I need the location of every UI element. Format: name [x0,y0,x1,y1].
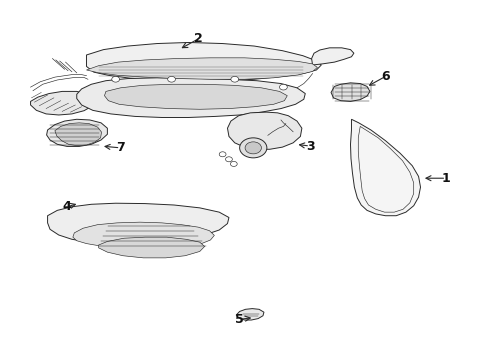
Polygon shape [77,78,305,117]
Polygon shape [350,119,420,216]
Circle shape [230,161,237,166]
Polygon shape [86,58,317,79]
Circle shape [279,84,287,90]
Circle shape [244,142,261,154]
Polygon shape [46,119,107,147]
Circle shape [167,76,175,82]
Circle shape [239,138,266,158]
Polygon shape [86,42,321,81]
Polygon shape [99,237,204,258]
Polygon shape [73,222,214,249]
Polygon shape [104,84,287,109]
Circle shape [230,76,238,82]
Text: 7: 7 [116,141,124,154]
Text: 6: 6 [381,70,389,83]
Text: 3: 3 [305,140,314,153]
Circle shape [112,76,119,82]
Circle shape [219,152,225,157]
Polygon shape [30,91,95,115]
Text: 5: 5 [235,313,244,326]
Polygon shape [227,112,301,149]
Text: 1: 1 [441,172,450,185]
Polygon shape [236,309,264,320]
Circle shape [225,157,232,162]
Text: 2: 2 [194,32,202,45]
Polygon shape [311,48,353,65]
Text: 4: 4 [62,200,71,213]
Polygon shape [55,123,102,146]
Polygon shape [330,83,369,102]
Polygon shape [47,203,228,244]
